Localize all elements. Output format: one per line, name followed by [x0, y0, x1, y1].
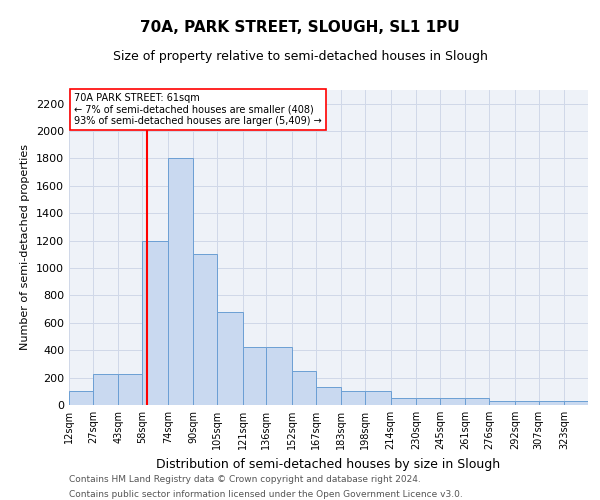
Bar — [193, 254, 217, 405]
Bar — [539, 401, 564, 405]
Bar — [391, 398, 416, 405]
Bar — [564, 401, 588, 405]
Bar — [316, 387, 341, 405]
Bar — [242, 348, 266, 405]
Bar — [266, 348, 292, 405]
Text: 70A, PARK STREET, SLOUGH, SL1 1PU: 70A, PARK STREET, SLOUGH, SL1 1PU — [140, 20, 460, 35]
X-axis label: Distribution of semi-detached houses by size in Slough: Distribution of semi-detached houses by … — [157, 458, 500, 470]
Bar — [466, 398, 489, 405]
Bar — [440, 398, 466, 405]
Bar — [292, 371, 316, 405]
Text: Contains HM Land Registry data © Crown copyright and database right 2024.: Contains HM Land Registry data © Crown c… — [69, 475, 421, 484]
Text: Contains public sector information licensed under the Open Government Licence v3: Contains public sector information licen… — [69, 490, 463, 499]
Text: Size of property relative to semi-detached houses in Slough: Size of property relative to semi-detach… — [113, 50, 487, 63]
Bar — [341, 392, 365, 405]
Bar — [365, 392, 391, 405]
Bar — [118, 374, 142, 405]
Bar — [69, 392, 93, 405]
Bar — [93, 374, 118, 405]
Bar — [217, 312, 242, 405]
Bar — [168, 158, 193, 405]
Bar — [489, 401, 515, 405]
Bar — [142, 240, 168, 405]
Text: 70A PARK STREET: 61sqm
← 7% of semi-detached houses are smaller (408)
93% of sem: 70A PARK STREET: 61sqm ← 7% of semi-deta… — [74, 93, 322, 126]
Bar — [416, 398, 440, 405]
Y-axis label: Number of semi-detached properties: Number of semi-detached properties — [20, 144, 31, 350]
Bar — [515, 401, 539, 405]
